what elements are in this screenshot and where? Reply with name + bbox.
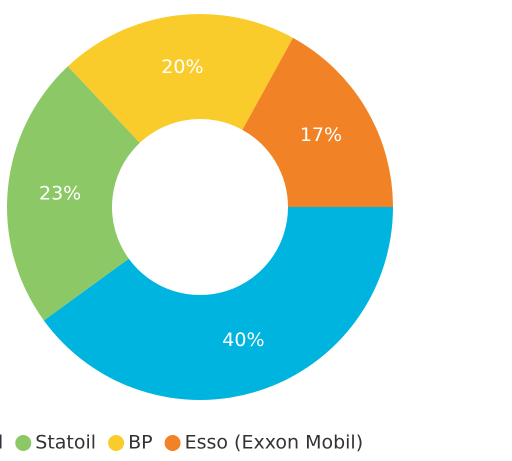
slice-label: 17%	[300, 124, 342, 146]
slice	[67, 13, 293, 143]
slice-label: 40%	[222, 329, 264, 351]
slice	[43, 207, 394, 400]
legend-text: BP	[128, 432, 153, 454]
legend-marker	[15, 435, 32, 451]
legend-marker	[164, 435, 181, 451]
slice-label: 20%	[161, 56, 203, 78]
slice-label: 23%	[39, 182, 81, 204]
legend-text: Statoil	[35, 432, 96, 454]
slice	[242, 37, 393, 208]
legend-text: Esso (Exxon Mobil)	[185, 432, 364, 454]
legend-text: l	[0, 432, 3, 454]
legend-marker	[108, 435, 125, 451]
slice	[6, 66, 140, 321]
